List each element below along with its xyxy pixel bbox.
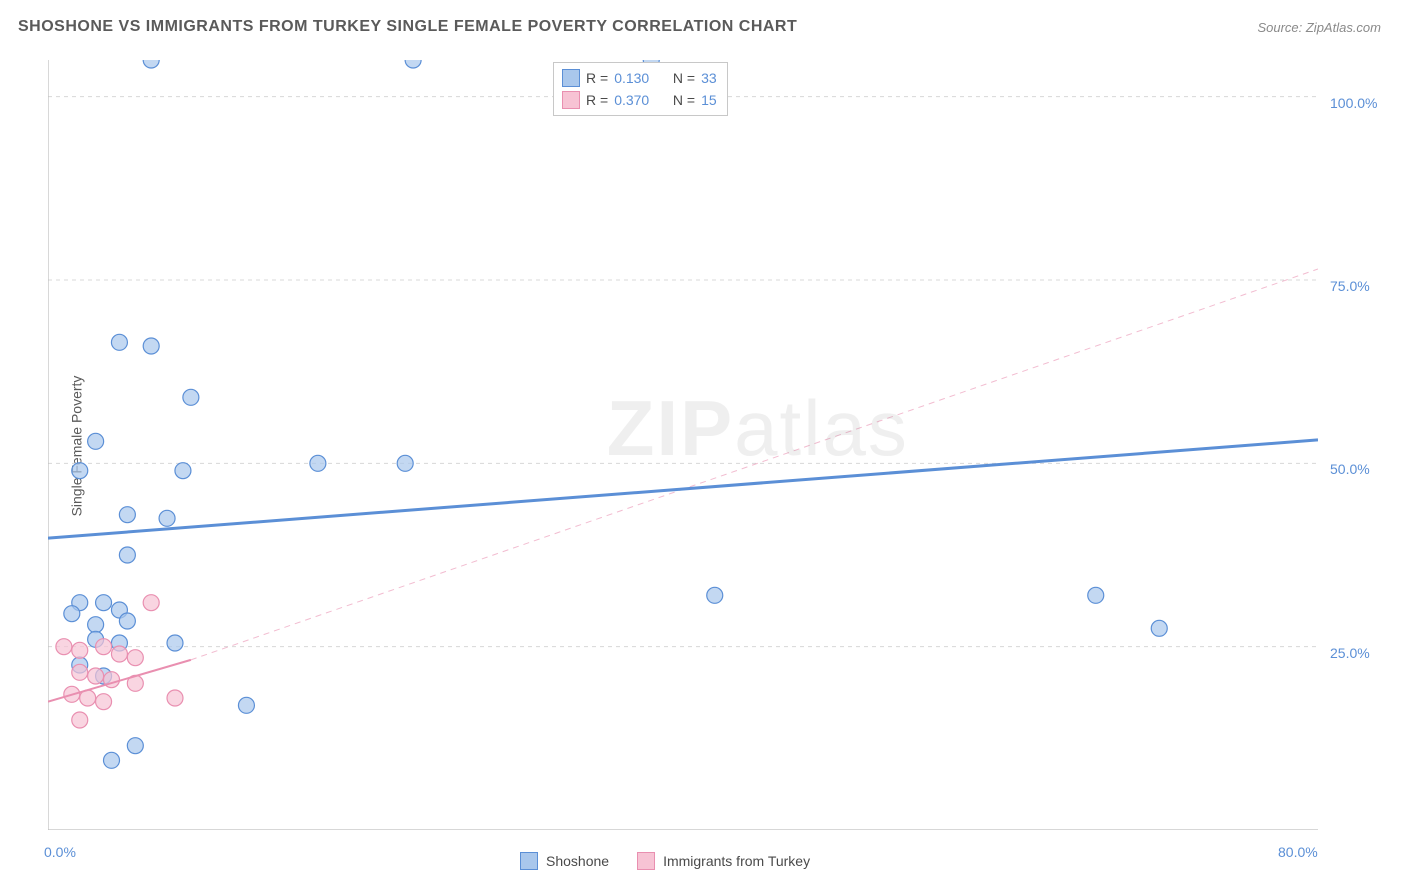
chart-title: SHOSHONE VS IMMIGRANTS FROM TURKEY SINGL… xyxy=(18,18,797,36)
series-legend-label: Shoshone xyxy=(546,853,609,869)
series-legend: Shoshone Immigrants from Turkey xyxy=(520,852,810,870)
x-tick-label: 80.0% xyxy=(1278,844,1318,860)
series-legend-label: Immigrants from Turkey xyxy=(663,853,810,869)
scatter-plot xyxy=(48,60,1318,830)
x-tick-label: 0.0% xyxy=(44,844,76,860)
legend-n-value: 33 xyxy=(701,67,717,89)
legend-row: R = 0.370 N = 15 xyxy=(562,89,717,111)
legend-row: R = 0.130 N = 33 xyxy=(562,67,717,89)
legend-swatch xyxy=(562,69,580,87)
y-tick-label: 25.0% xyxy=(1330,645,1370,661)
legend-n-label: N = xyxy=(673,67,695,89)
series-legend-item: Shoshone xyxy=(520,852,609,870)
chart-container: SHOSHONE VS IMMIGRANTS FROM TURKEY SINGL… xyxy=(0,0,1406,892)
legend-swatch xyxy=(562,91,580,109)
legend-r-value: 0.370 xyxy=(614,89,649,111)
legend-r-label: R = xyxy=(586,67,608,89)
correlation-legend: R = 0.130 N = 33 R = 0.370 N = 15 xyxy=(553,62,728,116)
series-legend-item: Immigrants from Turkey xyxy=(637,852,810,870)
legend-n-label: N = xyxy=(673,89,695,111)
legend-n-value: 15 xyxy=(701,89,717,111)
legend-r-value: 0.130 xyxy=(614,67,649,89)
legend-r-label: R = xyxy=(586,89,608,111)
legend-swatch xyxy=(637,852,655,870)
source-prefix: Source: xyxy=(1257,20,1305,35)
source-attribution: Source: ZipAtlas.com xyxy=(1257,20,1381,35)
y-tick-label: 100.0% xyxy=(1330,95,1377,111)
legend-swatch xyxy=(520,852,538,870)
y-tick-label: 75.0% xyxy=(1330,278,1370,294)
source-name: ZipAtlas.com xyxy=(1306,20,1381,35)
y-tick-label: 50.0% xyxy=(1330,461,1370,477)
